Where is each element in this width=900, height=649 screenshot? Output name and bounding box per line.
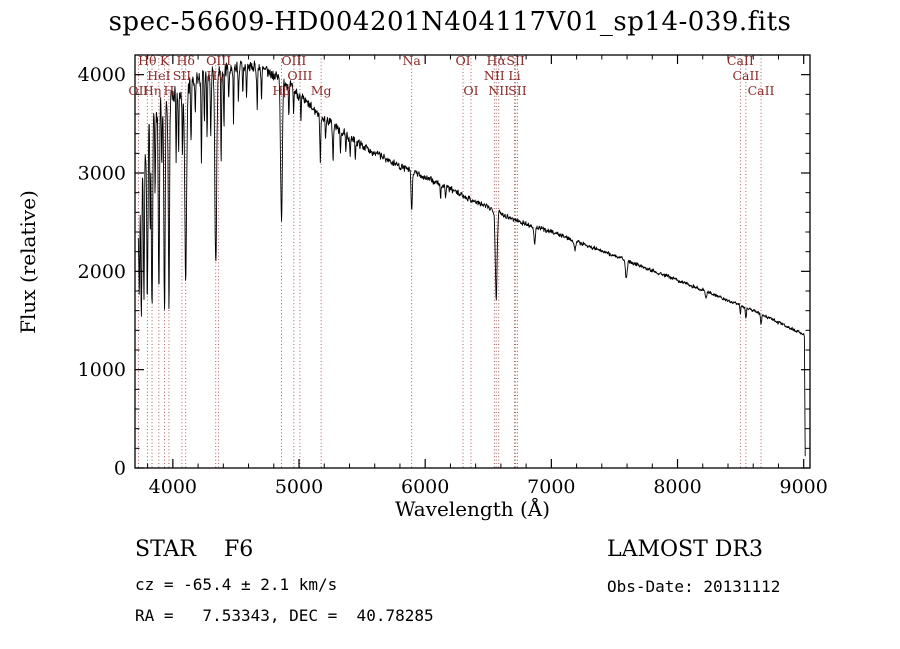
y-tick-label: 1000 xyxy=(78,359,126,381)
survey-release-label: LAMOST DR3 xyxy=(607,537,763,562)
spectral-marker-label: K xyxy=(160,53,170,68)
object-class-label: STAR F6 xyxy=(135,537,254,562)
spectral-marker-label: Hθ xyxy=(138,53,156,68)
spectral-marker-label: OIII xyxy=(206,53,231,68)
spectrum-line xyxy=(137,60,806,457)
y-tick-label: 0 xyxy=(114,458,126,480)
y-axis-label: Flux (relative) xyxy=(16,190,40,334)
spectral-marker-label: CaII xyxy=(748,83,775,98)
spectral-marker-label: OI xyxy=(455,53,470,68)
spectral-marker-label: OI xyxy=(463,83,478,98)
y-tick-label: 4000 xyxy=(78,64,126,86)
spectral-marker-label: SII xyxy=(508,83,527,98)
spectral-marker-label: CaII xyxy=(727,53,754,68)
spectral-marker-label: H xyxy=(163,83,174,98)
spectral-marker-label: OIII xyxy=(281,53,306,68)
spectral-marker-label: Li xyxy=(508,68,520,83)
spectral-marker-label: Hβ xyxy=(272,83,290,98)
y-tick-label: 3000 xyxy=(78,163,126,185)
spectral-marker-label: SII xyxy=(506,53,525,68)
ra-dec-label: RA = 7.53343, DEC = 40.78285 xyxy=(135,606,434,625)
spectral-marker-label: SII xyxy=(173,68,192,83)
plot-frame xyxy=(134,54,811,469)
x-tick-label: 7000 xyxy=(527,476,575,498)
y-tick-label: 2000 xyxy=(78,261,126,283)
x-tick-label: 6000 xyxy=(401,476,449,498)
spectral-marker-label: CaII xyxy=(732,68,759,83)
spectrum-title: spec-56609-HD004201N404117V01_sp14-039.f… xyxy=(108,7,792,37)
obs-date-label: Obs-Date: 20131112 xyxy=(607,577,781,596)
x-axis-label: Wavelength (Å) xyxy=(394,497,551,521)
x-tick-label: 4000 xyxy=(149,476,197,498)
spectral-marker-label: Hη xyxy=(143,83,161,98)
spectral-marker-label: Hα xyxy=(487,53,507,68)
spectral-marker-label: OII xyxy=(128,83,148,98)
spectral-marker-label: HeI xyxy=(147,68,170,83)
spectral-marker-label: OIII xyxy=(287,68,312,83)
spectral-marker-label: Hγ xyxy=(207,68,225,83)
spectral-marker-label: NII xyxy=(488,83,509,98)
x-tick-label: 5000 xyxy=(275,476,323,498)
spectral-marker-label: Na xyxy=(402,53,421,68)
spectral-marker-label: Hδ xyxy=(177,53,195,68)
spectral-marker-label: Mg xyxy=(311,83,332,98)
x-tick-label: 8000 xyxy=(653,476,701,498)
spectral-marker-label: NII xyxy=(484,68,505,83)
radial-velocity-label: cz = -65.4 ± 2.1 km/s xyxy=(135,575,338,594)
x-tick-label: 9000 xyxy=(780,476,828,498)
